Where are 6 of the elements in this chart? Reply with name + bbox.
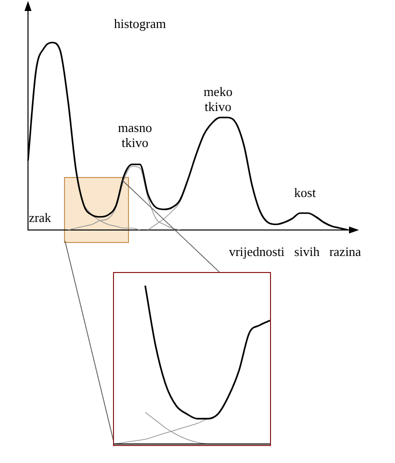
x-axis-title: vrijednosti sivih razina <box>228 244 362 259</box>
annotation: kost <box>294 184 316 200</box>
annotation: zrak <box>28 210 52 225</box>
annotation: meko tkivo <box>204 84 232 114</box>
y-axis-title: histogram <box>114 16 166 31</box>
annotation: masno tkivo <box>118 120 152 150</box>
